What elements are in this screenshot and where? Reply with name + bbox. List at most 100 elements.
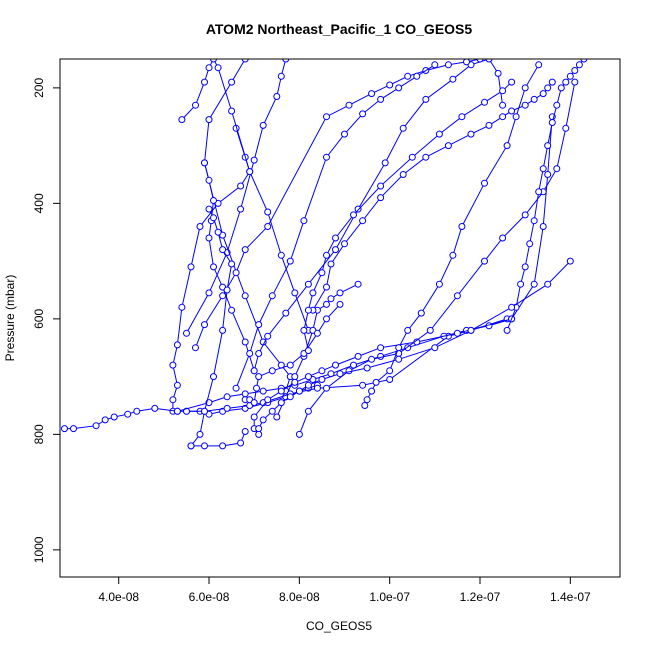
data-point [363, 396, 371, 404]
data-point [201, 407, 208, 415]
data-point [318, 269, 326, 277]
data-point [291, 373, 299, 381]
data-point [259, 416, 267, 424]
data-point [323, 283, 330, 291]
data-point [255, 373, 263, 381]
data-point [539, 165, 547, 173]
series-18 [187, 205, 236, 450]
data-point [250, 156, 258, 164]
data-point [241, 246, 249, 254]
data-point [499, 113, 507, 121]
y-tick-label: 400 [32, 193, 46, 213]
data-point [508, 107, 516, 115]
data-point [363, 364, 371, 372]
data-point [377, 344, 385, 352]
data-point [219, 246, 227, 254]
data-point [431, 344, 439, 352]
data-point [336, 300, 344, 308]
data-point [237, 439, 245, 447]
data-point [508, 78, 516, 86]
data-point [463, 59, 470, 66]
data-point [544, 142, 552, 150]
y-tick-label: 800 [32, 424, 46, 444]
data-point [571, 78, 579, 86]
data-point [336, 289, 344, 297]
data-point [323, 113, 330, 121]
data-point [178, 303, 186, 311]
data-point [183, 329, 190, 337]
data-point [521, 263, 529, 271]
data-point [345, 367, 353, 375]
data-point [241, 338, 249, 346]
data-point [386, 81, 394, 89]
data-point [259, 121, 267, 129]
data-point [223, 404, 231, 412]
data-point [530, 280, 538, 288]
data-point [151, 404, 159, 412]
x-axis: 4.0e-08 6.0e-08 8.0e-08 1.0e-07 1.2e-07 1.4e-… [98, 576, 591, 604]
data-point [562, 124, 570, 132]
data-point [327, 295, 335, 303]
data-point [359, 110, 367, 118]
y-tick-label: 600 [32, 309, 46, 329]
data-point [219, 292, 227, 300]
data-point [422, 95, 430, 103]
data-point [548, 119, 556, 126]
data-point [368, 355, 376, 363]
data-point [508, 303, 516, 311]
data-point [286, 393, 294, 401]
data-point [268, 407, 276, 415]
data-point [255, 425, 263, 433]
data-point [444, 61, 452, 69]
data-point [521, 101, 529, 109]
chart-title: ATOM2 Northeast_Pacific_1 CO_GEOS5 [206, 21, 473, 37]
data-point [422, 153, 430, 161]
data-point [205, 176, 213, 184]
data-point [291, 378, 299, 386]
data-point [273, 413, 281, 421]
data-point [192, 101, 199, 109]
x-tick-label: 1.4e-07 [550, 590, 591, 604]
data-point [304, 347, 312, 355]
data-point [368, 387, 376, 395]
series-13 [295, 78, 579, 438]
data-point [264, 332, 272, 340]
data-point [295, 387, 303, 395]
data-point [61, 425, 68, 433]
data-point [277, 72, 285, 80]
data-point [246, 350, 254, 357]
series-22 [255, 257, 574, 433]
data-point [268, 367, 276, 375]
data-point [286, 361, 294, 369]
data-point [232, 384, 240, 392]
data-point [395, 344, 403, 352]
data-point [503, 326, 511, 334]
data-point [133, 407, 141, 415]
y-tick-label: 200 [32, 78, 46, 98]
data-point [467, 326, 475, 334]
series-line [186, 59, 287, 334]
data-point [241, 59, 249, 63]
data-point [173, 341, 181, 349]
data-point [458, 113, 466, 121]
data-point [386, 376, 394, 383]
data-point [282, 309, 290, 317]
series-17 [232, 61, 439, 392]
data-point [481, 257, 488, 265]
data-point [264, 223, 272, 230]
data-point [178, 116, 186, 124]
data-point [467, 130, 475, 138]
data-point [557, 84, 565, 92]
data-point [377, 95, 385, 103]
series-12 [241, 300, 344, 407]
data-point [336, 370, 344, 378]
data-point [368, 90, 376, 98]
data-point [241, 292, 249, 300]
series-layer [61, 59, 588, 450]
data-point [219, 326, 227, 334]
x-axis-label: CO_GEOS5 [306, 619, 372, 633]
data-point [295, 430, 303, 438]
data-point [205, 289, 213, 297]
data-point [381, 159, 389, 167]
y-axis-label: Pressure (mbar) [3, 275, 17, 362]
